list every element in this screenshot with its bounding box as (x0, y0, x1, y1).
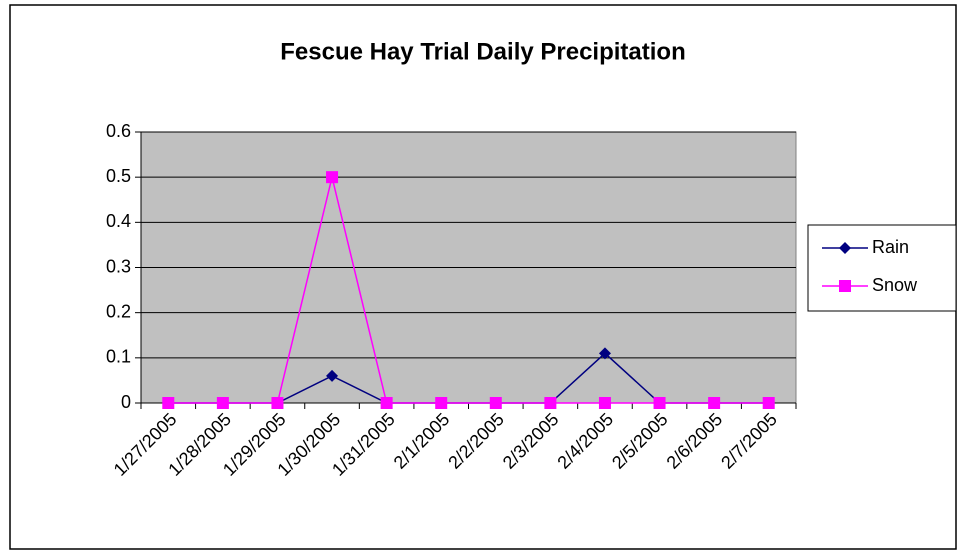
y-tick-label: 0.3 (106, 256, 131, 276)
marker (380, 397, 393, 409)
marker (216, 397, 229, 409)
y-tick-label: 0.1 (106, 347, 131, 367)
marker (435, 397, 448, 409)
y-tick-label: 0 (121, 392, 131, 412)
marker (762, 397, 775, 409)
marker (598, 397, 611, 409)
marker (326, 369, 339, 382)
y-tick-label: 0.4 (106, 211, 131, 231)
marker (598, 347, 611, 360)
marker (839, 242, 851, 254)
marker (839, 280, 851, 292)
marker (653, 397, 666, 409)
legend-label: Snow (872, 275, 918, 295)
line (168, 176, 769, 404)
y-tick-label: 0.5 (106, 166, 131, 186)
marker (326, 171, 339, 184)
legend-label: Rain (872, 237, 909, 257)
marker (162, 397, 175, 409)
marker (544, 397, 557, 409)
marker (489, 397, 502, 409)
y-tick-label: 0.2 (106, 301, 131, 321)
legend (807, 224, 957, 312)
y-tick-label: 0.6 (106, 121, 131, 141)
marker (708, 397, 721, 409)
chart-title: Fescue Hay Trial Daily Precipitation (280, 38, 686, 65)
marker (271, 397, 284, 409)
